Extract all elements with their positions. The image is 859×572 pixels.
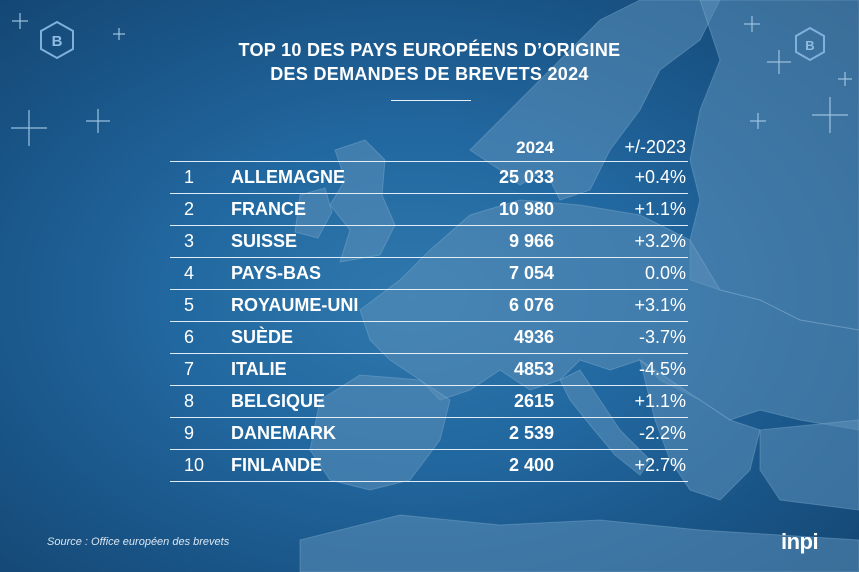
scandinavia-shape <box>469 0 721 201</box>
country-cell: FINLANDE <box>231 455 322 475</box>
rank-cell: 3 <box>184 231 195 251</box>
country-cell: SUÈDE <box>231 327 294 347</box>
title-line-1: TOP 10 DES PAYS EUROPÉENS D’ORIGINE <box>238 40 621 60</box>
north-africa-shape <box>299 514 859 572</box>
variation-cell: +3.2% <box>634 231 686 251</box>
table-row: 10 FINLANDE 2 400 +2.7% <box>170 449 688 482</box>
variation-cell: +2.7% <box>634 455 686 475</box>
variation-cell: -3.7% <box>638 327 686 347</box>
ranking-table: 2024 +/-2023 1 ALLEMAGNE 25 033 +0.4% 2 FRANC… <box>170 133 688 482</box>
table-row: 7 ITALIE 4853 -4.5% <box>170 353 688 385</box>
plus-decoration-icon <box>750 113 766 129</box>
rank-cell: 2 <box>184 199 195 219</box>
source-note: Source : Office européen des brevets <box>47 536 230 548</box>
country-cell: ITALIE <box>231 359 287 379</box>
variation-cell: 0.0% <box>644 263 686 283</box>
plus-decoration-icon <box>767 50 791 74</box>
hexagon-badge-icon <box>40 20 74 60</box>
value-cell: 9 966 <box>508 231 554 251</box>
value-cell: 2615 <box>513 391 554 411</box>
country-cell: SUISSE <box>231 231 298 251</box>
rank-cell: 8 <box>184 391 195 411</box>
table-row: 8 BELGIQUE 2615 +1.1% <box>170 385 688 417</box>
rank-cell: 7 <box>184 359 195 379</box>
title-line-2: DES DEMANDES DE BREVETS 2024 <box>270 64 589 84</box>
table-row: 9 DANEMARK 2 539 -2.2% <box>170 417 688 449</box>
variation-cell: +0.4% <box>634 167 686 187</box>
value-cell: 4853 <box>513 359 554 379</box>
value-cell: 4936 <box>513 327 554 347</box>
turkey-shape <box>759 419 859 511</box>
plus-decoration-icon <box>86 109 110 133</box>
value-cell: 2 539 <box>508 423 554 443</box>
rank-cell: 10 <box>184 455 205 475</box>
table-row: 6 SUÈDE 4936 -3.7% <box>170 321 688 353</box>
country-cell: ALLEMAGNE <box>231 167 345 187</box>
table-row: 5 ROYAUME-UNI 6 076 +3.1% <box>170 289 688 321</box>
value-cell: 2 400 <box>508 455 554 475</box>
value-cell: 10 980 <box>498 199 554 219</box>
inpi-logo: inpi <box>781 529 819 554</box>
value-cell: 7 054 <box>508 263 554 283</box>
rank-cell: 9 <box>184 423 195 443</box>
variation-cell: -4.5% <box>638 359 686 379</box>
title-underline <box>391 100 471 101</box>
plus-decoration-icon <box>744 16 760 32</box>
table-row: 2 FRANCE 10 980 +1.1% <box>170 193 688 225</box>
plus-decoration-icon <box>11 110 47 146</box>
table-header: 2024 +/-2023 <box>170 133 688 161</box>
plus-decoration-icon <box>838 72 852 86</box>
hexagon-badge-icon <box>795 26 825 62</box>
badge-letter: B <box>805 38 814 53</box>
iberia-shape <box>309 374 451 491</box>
rank-cell: 1 <box>184 167 195 187</box>
header-variation: +/-2023 <box>624 137 686 157</box>
variation-cell: -2.2% <box>638 423 686 443</box>
country-cell: DANEMARK <box>231 423 336 443</box>
plus-decoration-icon <box>812 97 848 133</box>
value-cell: 25 033 <box>498 167 554 187</box>
value-cell: 6 076 <box>508 295 554 315</box>
country-cell: PAYS-BAS <box>231 263 322 283</box>
variation-cell: +1.1% <box>634 199 686 219</box>
plus-decoration-icon <box>113 28 125 40</box>
country-cell: FRANCE <box>231 199 306 219</box>
header-year: 2024 <box>516 138 554 157</box>
country-cell: ROYAUME-UNI <box>231 295 359 315</box>
table-row: 1 ALLEMAGNE 25 033 +0.4% <box>170 161 688 193</box>
badge-letter: B <box>52 33 63 50</box>
table-row: 3 SUISSE 9 966 +3.2% <box>170 225 688 257</box>
plus-decoration-icon <box>12 13 28 29</box>
variation-cell: +1.1% <box>634 391 686 411</box>
rank-cell: 6 <box>184 327 195 347</box>
rank-cell: 5 <box>184 295 195 315</box>
uk-shape <box>329 139 396 263</box>
table-row: 4 PAYS-BAS 7 054 0.0% <box>170 257 688 289</box>
country-cell: BELGIQUE <box>231 391 326 411</box>
balkans-shape <box>639 358 761 501</box>
rank-cell: 4 <box>184 263 195 283</box>
variation-cell: +3.1% <box>634 295 686 315</box>
